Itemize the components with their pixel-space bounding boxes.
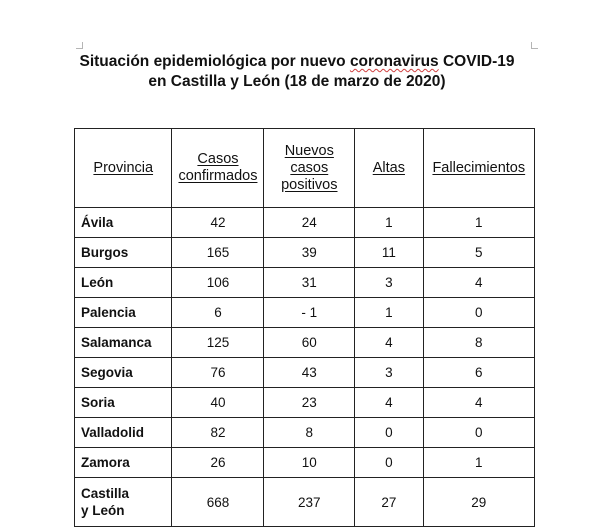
cell-fallecimientos: 0 <box>422 297 536 328</box>
cell-provincia: Valladolid <box>73 417 173 448</box>
cell-casos: 40 <box>171 387 265 418</box>
header-nuevos-line-1: Nuevos <box>284 142 334 159</box>
cell-altas: 4 <box>354 327 424 358</box>
cell-fallecimientos: 4 <box>422 267 536 298</box>
header-casos-line-2: confirmados <box>178 168 258 184</box>
table-row: Salamanca 125 60 4 8 <box>73 327 536 358</box>
cell-fallecimientos: 4 <box>422 387 536 418</box>
table-row: Ávila 42 24 1 1 <box>73 207 536 238</box>
document-title: Situación epidemiológica por nuevo coron… <box>0 52 594 92</box>
margin-corner-mark <box>531 42 538 49</box>
cell-provincia: Segovia <box>73 357 173 388</box>
cell-provincia: Palencia <box>73 297 173 328</box>
cell-casos: 26 <box>171 447 265 478</box>
cell-nuevos: 10 <box>263 447 356 478</box>
cell-casos: 42 <box>171 207 265 238</box>
header-fallecimientos: Fallecimientos <box>422 128 536 208</box>
total-provincia-line-2: y León <box>81 503 125 518</box>
cell-fallecimientos: 1 <box>422 447 536 478</box>
cell-provincia: Ávila <box>73 207 173 238</box>
table-row: Segovia 76 43 3 6 <box>73 357 536 388</box>
cell-casos: 106 <box>171 267 265 298</box>
cell-fallecimientos: 6 <box>422 357 536 388</box>
cell-casos: 82 <box>171 417 265 448</box>
cell-altas: 0 <box>354 447 424 478</box>
header-provincia-label: Provincia <box>93 159 154 176</box>
cell-fallecimientos: 0 <box>422 417 536 448</box>
table-row: Valladolid 82 8 0 0 <box>73 417 536 448</box>
margin-corner-mark <box>76 42 83 49</box>
cell-nuevos: 60 <box>263 327 356 358</box>
cell-provincia: Zamora <box>73 447 173 478</box>
header-casos-line-1: Casos <box>197 151 239 167</box>
cell-casos: 76 <box>171 357 265 388</box>
cell-nuevos: 24 <box>263 207 356 238</box>
table-total-row: Castilla y León 668 237 27 29 <box>73 477 536 527</box>
table-row: Soria 40 23 4 4 <box>73 387 536 418</box>
cell-altas-total: 27 <box>354 477 424 527</box>
cell-nuevos: 23 <box>263 387 356 418</box>
header-nuevos-line-3: positivos <box>281 176 338 193</box>
cell-fallecimientos: 1 <box>422 207 536 238</box>
cell-provincia: Burgos <box>73 237 173 268</box>
covid-table: Provincia Casos confirmados Nuevos casos… <box>73 128 536 527</box>
table-row: Palencia 6 - 1 1 0 <box>73 297 536 328</box>
cell-casos: 6 <box>171 297 265 328</box>
table-row: Zamora 26 10 0 1 <box>73 447 536 478</box>
title-line-1-suffix: COVID-19 <box>438 53 515 70</box>
header-casos-confirmados: Casos confirmados <box>171 128 265 208</box>
cell-fallecimientos-total: 29 <box>422 477 536 527</box>
header-nuevos-casos: Nuevos casos positivos <box>263 128 356 208</box>
cell-altas: 1 <box>354 297 424 328</box>
cell-fallecimientos: 5 <box>422 237 536 268</box>
cell-altas: 4 <box>354 387 424 418</box>
table-row: Burgos 165 39 11 5 <box>73 237 536 268</box>
total-provincia-line-1: Castilla <box>81 486 130 501</box>
title-line-1-prefix: Situación epidemiológica por nuevo <box>79 53 350 70</box>
header-provincia: Provincia <box>73 128 173 208</box>
header-nuevos-line-2: casos <box>290 159 329 176</box>
cell-nuevos-total: 237 <box>263 477 356 527</box>
cell-altas: 1 <box>354 207 424 238</box>
table-header-row: Provincia Casos confirmados Nuevos casos… <box>73 128 536 208</box>
cell-altas: 0 <box>354 417 424 448</box>
cell-fallecimientos: 8 <box>422 327 536 358</box>
cell-nuevos: 39 <box>263 237 356 268</box>
cell-altas: 3 <box>354 357 424 388</box>
header-fallecimientos-label: Fallecimientos <box>432 159 526 176</box>
cell-casos: 165 <box>171 237 265 268</box>
cell-casos-total: 668 <box>171 477 265 527</box>
cell-altas: 11 <box>354 237 424 268</box>
cell-nuevos: 31 <box>263 267 356 298</box>
cell-provincia-total: Castilla y León <box>73 477 173 527</box>
cell-casos: 125 <box>171 327 265 358</box>
header-altas-label: Altas <box>372 159 405 176</box>
cell-nuevos: - 1 <box>263 297 356 328</box>
cell-provincia: Soria <box>73 387 173 418</box>
title-line-1-spellcheck-word: coronavirus <box>349 53 439 70</box>
cell-provincia: Salamanca <box>73 327 173 358</box>
title-line-2: en Castilla y León (18 de marzo de 2020) <box>148 73 446 90</box>
header-altas: Altas <box>354 128 424 208</box>
title-line-1: Situación epidemiológica por nuevo coron… <box>0 52 594 72</box>
cell-altas: 3 <box>354 267 424 298</box>
cell-nuevos: 43 <box>263 357 356 388</box>
table-row: León 106 31 3 4 <box>73 267 536 298</box>
cell-nuevos: 8 <box>263 417 356 448</box>
cell-provincia: León <box>73 267 173 298</box>
